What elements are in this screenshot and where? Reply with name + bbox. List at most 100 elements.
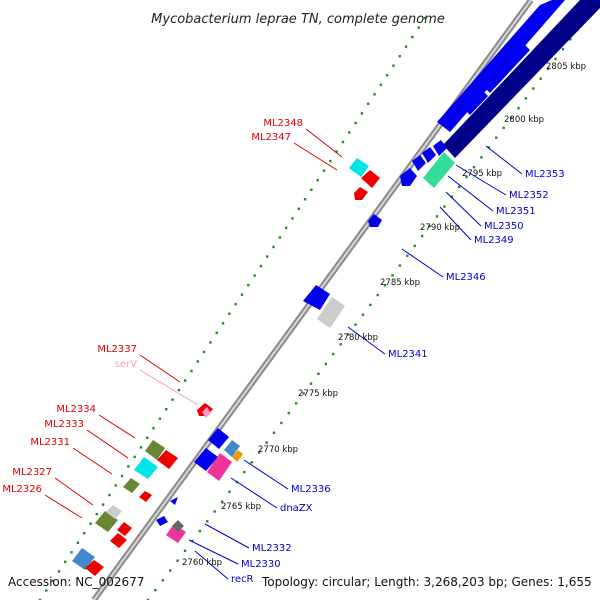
tick-dot — [101, 503, 105, 506]
gene-ml2326[interactable] — [72, 548, 95, 570]
tick-dot — [171, 398, 174, 401]
gene-ml2346[interactable] — [368, 214, 382, 227]
gene-label-right[interactable]: ML2349 — [474, 235, 514, 246]
leader-line — [139, 369, 199, 406]
tick-dot — [329, 159, 332, 163]
gene-segment-blue-2[interactable] — [460, 86, 488, 115]
gene-label-right[interactable]: ML2353 — [525, 169, 565, 180]
gene-orange[interactable] — [232, 450, 243, 462]
gene-ml2334-red[interactable] — [157, 450, 178, 469]
gene-steelblue[interactable] — [224, 440, 240, 457]
tick-labels: 2760 kbp 2765 kbp 2770 kbp 2775 kbp 2780 kbp… — [182, 62, 586, 568]
tick-dot — [152, 427, 155, 430]
tick-label: 2775 kbp — [298, 389, 338, 399]
gene-ml2326-red[interactable] — [110, 533, 127, 548]
tick-dot — [108, 493, 111, 497]
gene-ml2347-a[interactable] — [361, 170, 380, 188]
leader-line — [54, 477, 94, 506]
tick-dot — [517, 106, 520, 110]
gene-label-right[interactable]: recR — [231, 574, 254, 585]
gene-label-right[interactable]: ML2350 — [484, 221, 524, 232]
gene-ml2341-neighbor[interactable] — [317, 297, 345, 328]
gene-label-right[interactable]: ML2336 — [291, 484, 331, 495]
gene-ml2333[interactable] — [134, 457, 158, 479]
tick-dot — [202, 350, 206, 354]
leader-line — [139, 354, 181, 383]
tick-dot — [332, 352, 335, 356]
tick-dot — [294, 402, 298, 405]
leader-line — [445, 191, 482, 227]
gene-segment-blue-1[interactable] — [480, 40, 530, 93]
gene-label-right[interactable]: ML2346 — [446, 272, 486, 283]
tick-dot — [154, 588, 157, 592]
gene-label-right[interactable]: ML2332 — [252, 543, 292, 554]
gene-ml2349[interactable] — [412, 155, 426, 171]
gene-label-right[interactable]: ML2341 — [388, 349, 428, 360]
gene-label-left[interactable]: ML2333 — [44, 419, 84, 430]
gene-label-left[interactable]: ML2326 — [2, 484, 42, 495]
gene-ml2336[interactable] — [194, 448, 218, 471]
tick-dot — [45, 589, 48, 592]
tick-dot — [392, 64, 395, 67]
gene-recr[interactable] — [172, 520, 184, 532]
gene-label-left[interactable]: ML2331 — [30, 437, 70, 448]
gene-ml2327-red[interactable] — [117, 522, 132, 536]
gene-label-left[interactable]: ML2334 — [56, 404, 96, 415]
leader-line — [194, 550, 229, 580]
gene-ml2327-grey[interactable] — [106, 505, 122, 519]
tick-dot — [303, 198, 307, 201]
gene-label-right[interactable]: ML2330 — [241, 559, 281, 570]
gene-label-right[interactable]: dnaZX — [280, 503, 313, 514]
tick-dot — [240, 293, 244, 296]
gene-label-left[interactable]: serV — [115, 359, 137, 370]
tick-dot — [221, 322, 225, 325]
leader-line — [44, 494, 83, 519]
gene-blue-small-a[interactable] — [400, 168, 417, 186]
gene-ml2351[interactable] — [433, 140, 447, 156]
tick-dot — [287, 411, 290, 415]
map-title: Mycobacterium leprae TN, complete genome — [151, 12, 445, 27]
tick-dot — [569, 38, 572, 41]
gene-ml2331-red[interactable] — [139, 491, 152, 502]
gene-label-left[interactable]: ML2327 — [12, 467, 52, 478]
gene-ml2347-b[interactable] — [354, 187, 368, 200]
gene-label-left[interactable]: ML2337 — [97, 344, 137, 355]
gene-ml2353-group[interactable] — [437, 0, 600, 158]
gene-label-left[interactable]: ML2347 — [251, 132, 291, 143]
gene-ml2350[interactable] — [422, 147, 436, 163]
tick-dot — [324, 362, 328, 366]
tick-dot — [76, 541, 80, 544]
gene-ml2331[interactable] — [123, 478, 140, 493]
gene-blue-ml2336-a[interactable] — [208, 428, 229, 449]
gene-blue-arrow-a[interactable] — [170, 497, 178, 505]
tick-dot — [428, 225, 431, 228]
gene-label-left[interactable]: ML2348 — [263, 118, 303, 129]
tick-dot — [480, 156, 483, 159]
gene-label-right[interactable]: ML2352 — [509, 190, 549, 201]
tick-dot — [502, 126, 505, 130]
tick-dot — [198, 529, 202, 533]
gene-ml2341[interactable] — [303, 285, 330, 310]
tick-dot — [309, 382, 313, 385]
gene-ml2353[interactable] — [443, 0, 600, 158]
gene-serv[interactable] — [202, 407, 211, 418]
leader-line — [230, 477, 278, 509]
gene-ml2334[interactable] — [145, 440, 165, 460]
gene-ml2332[interactable] — [156, 516, 168, 526]
gene-teal[interactable] — [423, 152, 455, 188]
tick-dot — [165, 407, 168, 411]
tick-dot — [532, 87, 535, 90]
tick-dot — [302, 392, 305, 395]
label-leader-lines — [44, 128, 523, 580]
tick-dot — [376, 293, 379, 297]
gene-label-right[interactable]: ML2351 — [496, 206, 536, 217]
tick-dot — [176, 559, 179, 562]
tick-label: 2780 kbp — [338, 333, 378, 343]
tick-dot — [495, 136, 498, 139]
gene-ml2348[interactable] — [349, 158, 369, 177]
tick-label: 2795 kbp — [462, 169, 502, 179]
gene-ml2326-red-b[interactable] — [85, 560, 104, 576]
gene-dnazx[interactable] — [207, 453, 232, 481]
leader-line — [204, 523, 250, 549]
